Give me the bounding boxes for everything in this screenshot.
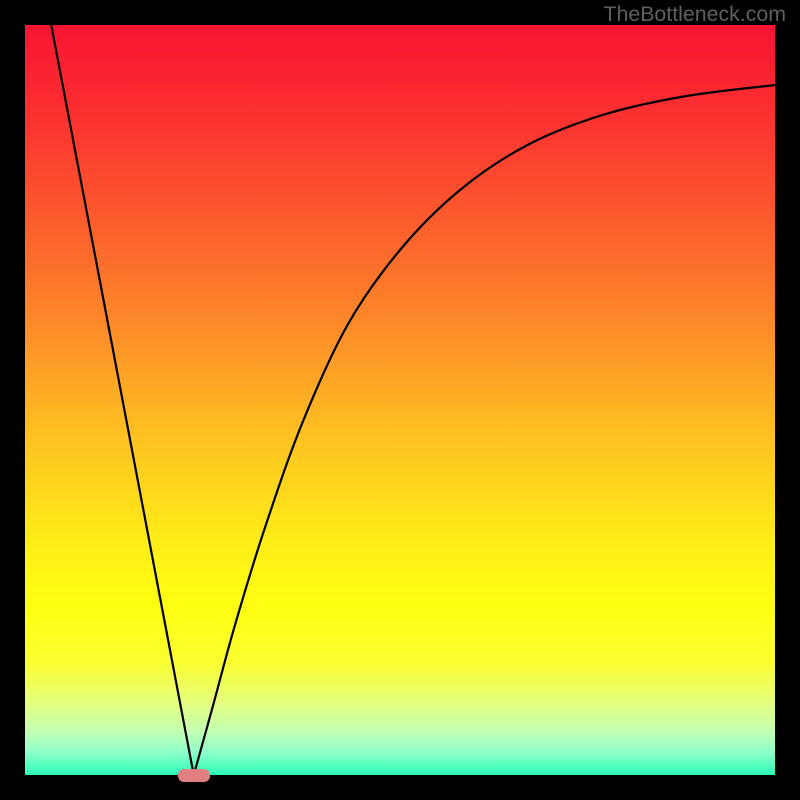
minimum-marker bbox=[178, 769, 210, 782]
bottleneck-curve bbox=[25, 25, 775, 775]
watermark-text: TheBottleneck.com bbox=[603, 2, 786, 27]
chart-container: { "chart": { "type": "bottleneck-curve",… bbox=[0, 0, 800, 800]
plot-area bbox=[25, 25, 775, 775]
